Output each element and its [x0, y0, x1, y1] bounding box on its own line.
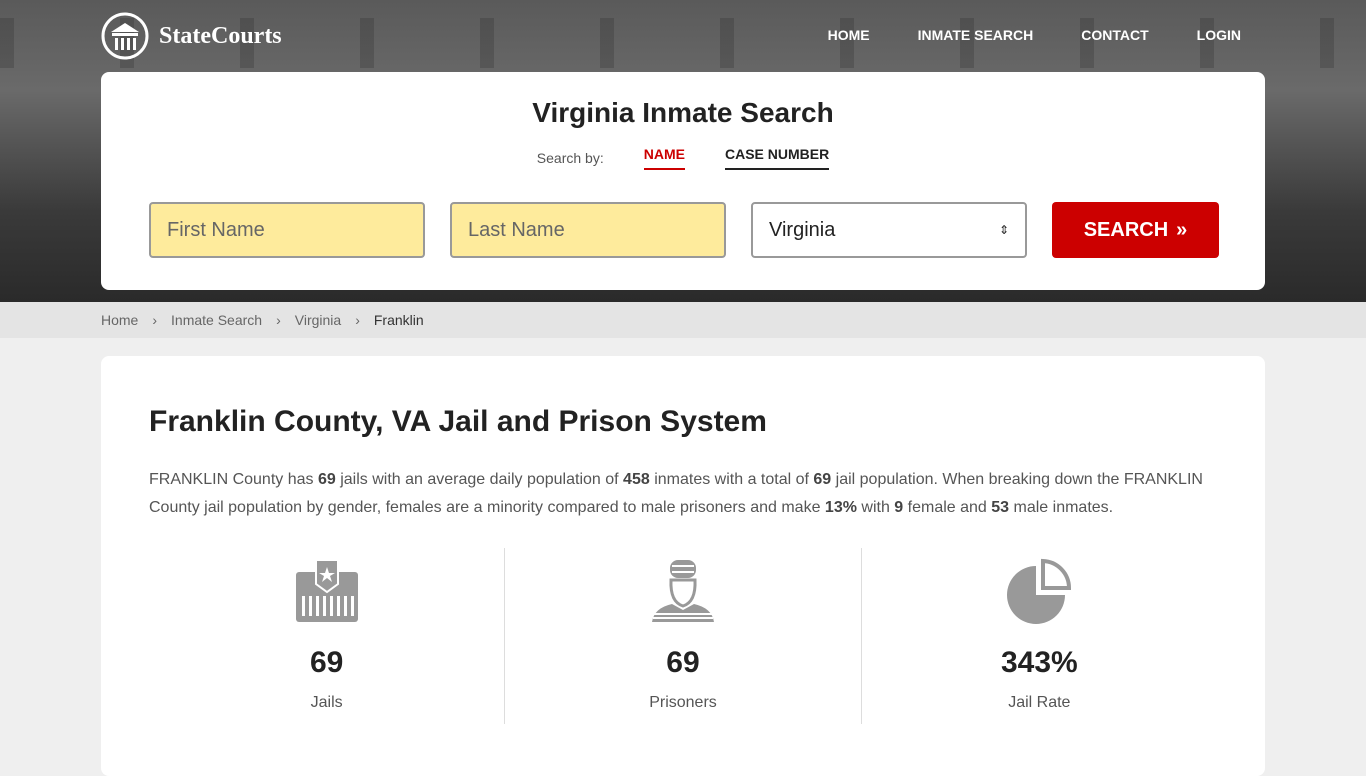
brand-name: StateCourts [159, 22, 282, 49]
tab-case-number[interactable]: CASE NUMBER [724, 146, 830, 170]
courthouse-logo-icon [101, 12, 149, 60]
chevron-right-icon: › [355, 312, 360, 328]
select-arrows-icon: ⇕ [998, 223, 1009, 237]
pie-chart-icon [1007, 558, 1072, 624]
state-select[interactable]: Virginia ⇕ [751, 202, 1027, 258]
page-title: Franklin County, VA Jail and Prison Syst… [149, 405, 767, 438]
chevron-right-icon: › [152, 312, 158, 328]
search-by-label: Search by: [536, 150, 604, 166]
search-button-label: SEARCH [1083, 218, 1169, 241]
breadcrumb: Home › Inmate Search › Virginia › Franklin [0, 302, 1366, 338]
nav-login[interactable]: LOGIN [1196, 27, 1241, 43]
jails-label: Jails [310, 694, 343, 711]
summary-paragraph: FRANKLIN County has 69 jails with an ave… [149, 471, 1203, 516]
prisoners-value: 69 [666, 646, 700, 679]
double-chevron-icon: » [1176, 218, 1188, 241]
logo[interactable]: StateCourts [101, 12, 282, 60]
chevron-right-icon: › [276, 312, 281, 328]
jails-value: 69 [309, 646, 344, 679]
prisoner-icon [651, 560, 714, 622]
breadcrumb-franklin: Franklin [373, 312, 424, 328]
stat-jails: 69 Jails [149, 548, 506, 724]
hero: StateCourts HOME INMATE SEARCH CONTACT L… [0, 0, 1366, 302]
breadcrumb-home[interactable]: Home [101, 312, 139, 328]
jail-rate-label: Jail Rate [1008, 694, 1071, 711]
prisoners-label: Prisoners [649, 694, 717, 711]
content-card: Franklin County, VA Jail and Prison Syst… [101, 356, 1265, 776]
first-name-input[interactable]: First Name [149, 202, 425, 258]
stat-prisoners: 69 Prisoners [505, 548, 862, 724]
breadcrumb-inmate-search[interactable]: Inmate Search [171, 312, 263, 328]
tab-name[interactable]: NAME [643, 146, 685, 170]
nav-inmate-search[interactable]: INMATE SEARCH [917, 27, 1034, 43]
nav-home[interactable]: HOME [827, 27, 870, 43]
search-card: Virginia Inmate Search Search by: NAME C… [101, 72, 1265, 290]
jail-icon [295, 559, 358, 622]
search-button[interactable]: SEARCH » [1052, 202, 1219, 258]
nav-contact[interactable]: CONTACT [1081, 27, 1149, 43]
courthouse-background-image [0, 18, 1366, 68]
last-name-input[interactable]: Last Name [450, 202, 726, 258]
navbar: StateCourts HOME INMATE SEARCH CONTACT L… [0, 0, 1366, 72]
stat-jail-rate: 343% Jail Rate [862, 548, 1217, 724]
search-title: Virginia Inmate Search [532, 97, 834, 128]
breadcrumb-virginia[interactable]: Virginia [294, 312, 342, 328]
state-value: Virginia [769, 218, 836, 241]
jail-rate-value: 343% [1000, 646, 1078, 679]
